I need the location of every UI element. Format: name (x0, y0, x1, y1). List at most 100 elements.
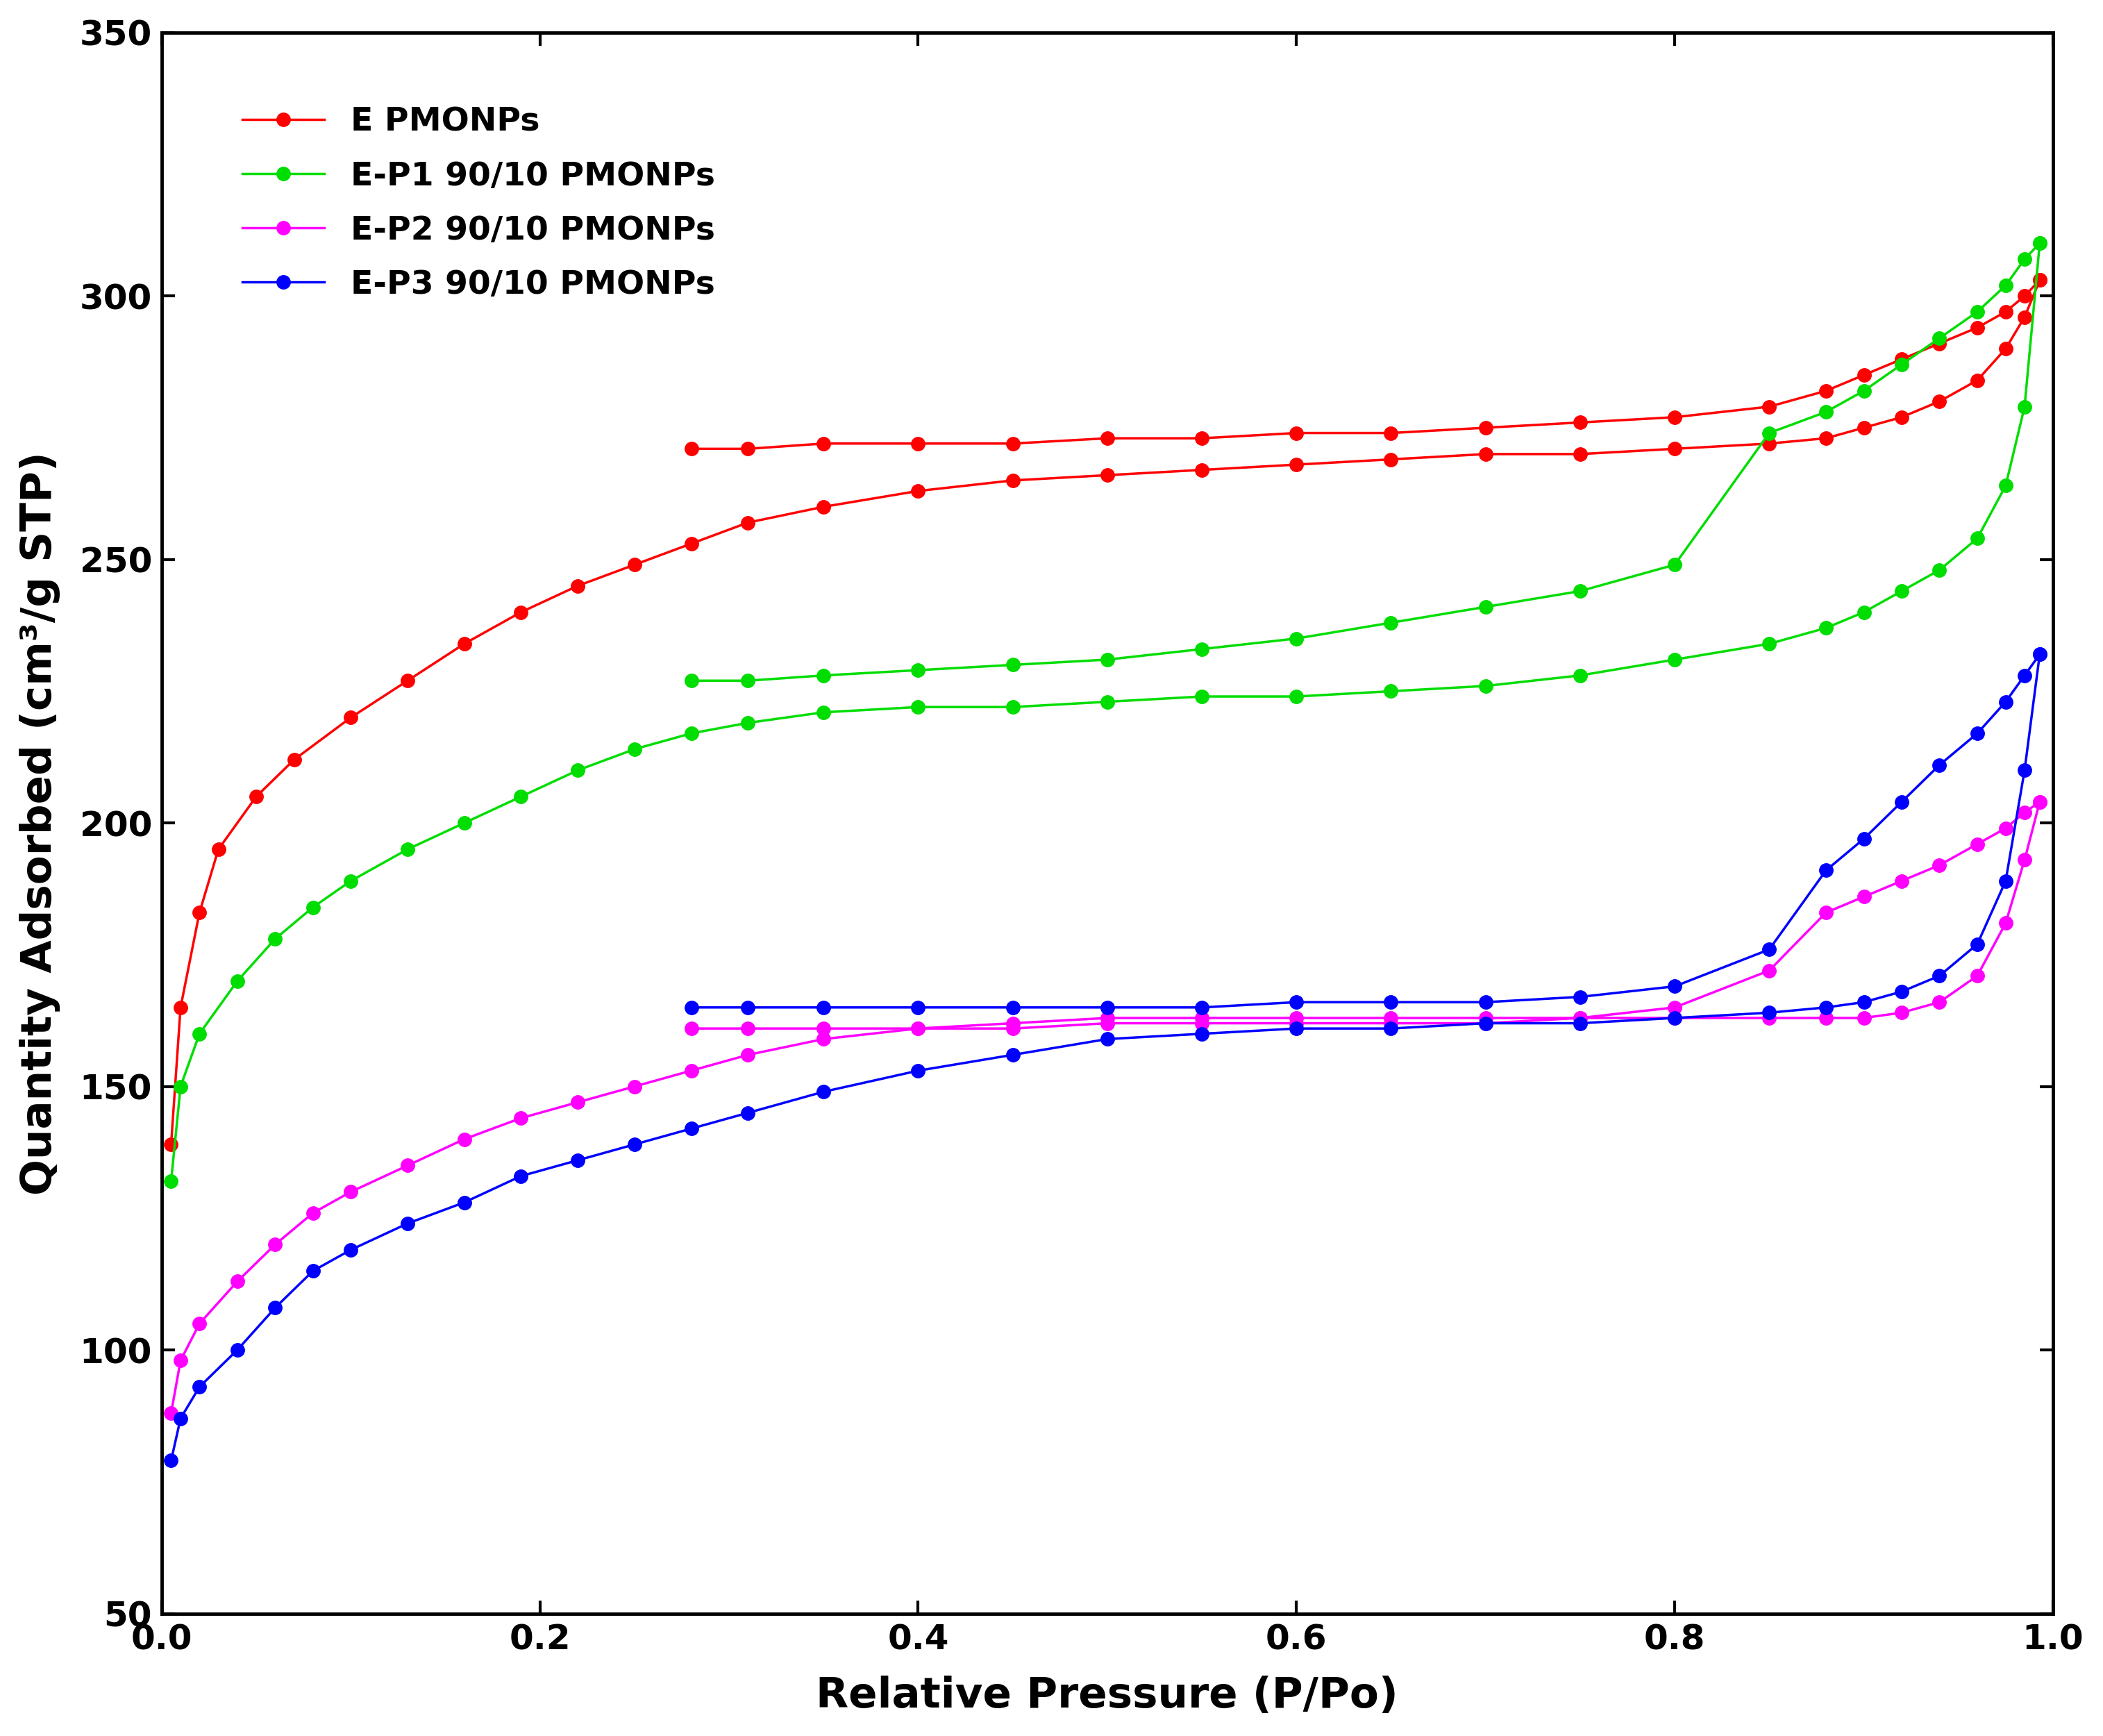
E-P1 90/10 PMONPs (509, 786, 534, 807)
E PMONPs (566, 575, 591, 595)
E PMONPs (906, 481, 932, 502)
E-P1 90/10 PMONPs (1188, 686, 1213, 707)
E-P3 90/10 PMONPs (2027, 644, 2053, 665)
E PMONPs (395, 670, 421, 691)
E-P3 90/10 PMONPs (509, 1165, 534, 1186)
E PMONPs (1994, 339, 2019, 359)
E PMONPs (1851, 417, 1876, 437)
E PMONPs (1567, 444, 1592, 465)
E PMONPs (187, 903, 212, 924)
E-P1 90/10 PMONPs (2013, 396, 2038, 417)
E PMONPs (1283, 455, 1308, 476)
E-P1 90/10 PMONPs (622, 740, 648, 760)
E-P3 90/10 PMONPs (2013, 760, 2038, 781)
E-P3 90/10 PMONPs (1964, 934, 1989, 955)
E-P3 90/10 PMONPs (812, 1082, 837, 1102)
E PMONPs (509, 602, 534, 623)
E-P2 90/10 PMONPs (1096, 1007, 1121, 1028)
E-P1 90/10 PMONPs (1001, 696, 1026, 717)
Y-axis label: Quantity Adsorbed (cm³/g STP): Quantity Adsorbed (cm³/g STP) (19, 451, 61, 1194)
Line: E-P3 90/10 PMONPs: E-P3 90/10 PMONPs (164, 648, 2046, 1467)
E-P2 90/10 PMONPs (1756, 1007, 1781, 1028)
E PMONPs (244, 786, 269, 807)
E PMONPs (679, 533, 705, 554)
E PMONPs (812, 496, 837, 517)
E-P1 90/10 PMONPs (1096, 691, 1121, 712)
Line: E-P1 90/10 PMONPs: E-P1 90/10 PMONPs (164, 236, 2046, 1187)
E-P2 90/10 PMONPs (2013, 849, 2038, 870)
E-P3 90/10 PMONPs (1661, 1007, 1687, 1028)
E PMONPs (622, 554, 648, 575)
E-P1 90/10 PMONPs (1926, 559, 1952, 580)
E PMONPs (2013, 307, 2038, 328)
E-P2 90/10 PMONPs (168, 1351, 193, 1371)
E PMONPs (339, 707, 364, 727)
E PMONPs (1661, 439, 1687, 460)
E-P3 90/10 PMONPs (622, 1134, 648, 1154)
E-P3 90/10 PMONPs (679, 1118, 705, 1139)
X-axis label: Relative Pressure (P/Po): Relative Pressure (P/Po) (816, 1675, 1398, 1717)
E-P3 90/10 PMONPs (1756, 1002, 1781, 1023)
E PMONPs (1096, 465, 1121, 486)
Legend: E PMONPs, E-P1 90/10 PMONPs, E-P2 90/10 PMONPs, E-P3 90/10 PMONPs: E PMONPs, E-P1 90/10 PMONPs, E-P2 90/10 … (217, 80, 740, 326)
E-P3 90/10 PMONPs (1994, 870, 2019, 891)
E-P2 90/10 PMONPs (509, 1108, 534, 1128)
E-P1 90/10 PMONPs (187, 1023, 212, 1043)
E-P2 90/10 PMONPs (339, 1182, 364, 1203)
E-P2 90/10 PMONPs (1188, 1007, 1213, 1028)
E-P3 90/10 PMONPs (187, 1377, 212, 1397)
E-P1 90/10 PMONPs (1964, 528, 1989, 549)
Line: E PMONPs: E PMONPs (164, 274, 2046, 1151)
E-P2 90/10 PMONPs (1283, 1007, 1308, 1028)
E-P1 90/10 PMONPs (1813, 618, 1838, 639)
E-P3 90/10 PMONPs (395, 1213, 421, 1234)
E-P3 90/10 PMONPs (263, 1297, 288, 1318)
E PMONPs (2027, 269, 2053, 290)
E-P3 90/10 PMONPs (452, 1193, 477, 1213)
E-P1 90/10 PMONPs (301, 898, 326, 918)
E-P2 90/10 PMONPs (225, 1271, 250, 1292)
E-P2 90/10 PMONPs (1813, 1007, 1838, 1028)
E-P1 90/10 PMONPs (906, 696, 932, 717)
E-P3 90/10 PMONPs (1926, 965, 1952, 986)
E-P3 90/10 PMONPs (1813, 996, 1838, 1017)
E PMONPs (168, 996, 193, 1017)
E-P3 90/10 PMONPs (1888, 981, 1914, 1002)
E-P3 90/10 PMONPs (301, 1260, 326, 1281)
E-P2 90/10 PMONPs (452, 1128, 477, 1149)
E PMONPs (282, 750, 307, 771)
E-P1 90/10 PMONPs (2027, 233, 2053, 253)
E-P2 90/10 PMONPs (679, 1061, 705, 1082)
Line: E-P2 90/10 PMONPs: E-P2 90/10 PMONPs (164, 795, 2046, 1420)
E-P2 90/10 PMONPs (566, 1092, 591, 1113)
E-P1 90/10 PMONPs (736, 712, 761, 733)
E-P3 90/10 PMONPs (1851, 991, 1876, 1012)
E-P3 90/10 PMONPs (566, 1149, 591, 1170)
E PMONPs (1813, 427, 1838, 448)
E PMONPs (1188, 460, 1213, 481)
E-P2 90/10 PMONPs (187, 1312, 212, 1333)
E-P2 90/10 PMONPs (2027, 792, 2053, 812)
E PMONPs (1926, 391, 1952, 411)
E-P3 90/10 PMONPs (1096, 1029, 1121, 1050)
E-P2 90/10 PMONPs (301, 1203, 326, 1224)
E-P1 90/10 PMONPs (1888, 580, 1914, 601)
E-P1 90/10 PMONPs (158, 1170, 183, 1191)
E-P2 90/10 PMONPs (1001, 1012, 1026, 1033)
E-P1 90/10 PMONPs (1377, 681, 1403, 701)
E-P1 90/10 PMONPs (1756, 634, 1781, 654)
E-P2 90/10 PMONPs (1377, 1007, 1403, 1028)
E-P3 90/10 PMONPs (1001, 1045, 1026, 1066)
E-P1 90/10 PMONPs (679, 722, 705, 743)
E-P3 90/10 PMONPs (168, 1408, 193, 1429)
E-P3 90/10 PMONPs (1377, 1017, 1403, 1038)
E-P1 90/10 PMONPs (1994, 476, 2019, 496)
E-P1 90/10 PMONPs (225, 970, 250, 991)
E-P1 90/10 PMONPs (1283, 686, 1308, 707)
E-P1 90/10 PMONPs (1661, 649, 1687, 670)
E-P3 90/10 PMONPs (1283, 1017, 1308, 1038)
E-P1 90/10 PMONPs (395, 838, 421, 859)
E-P2 90/10 PMONPs (1851, 1007, 1876, 1028)
E-P3 90/10 PMONPs (736, 1102, 761, 1123)
E-P2 90/10 PMONPs (263, 1234, 288, 1255)
